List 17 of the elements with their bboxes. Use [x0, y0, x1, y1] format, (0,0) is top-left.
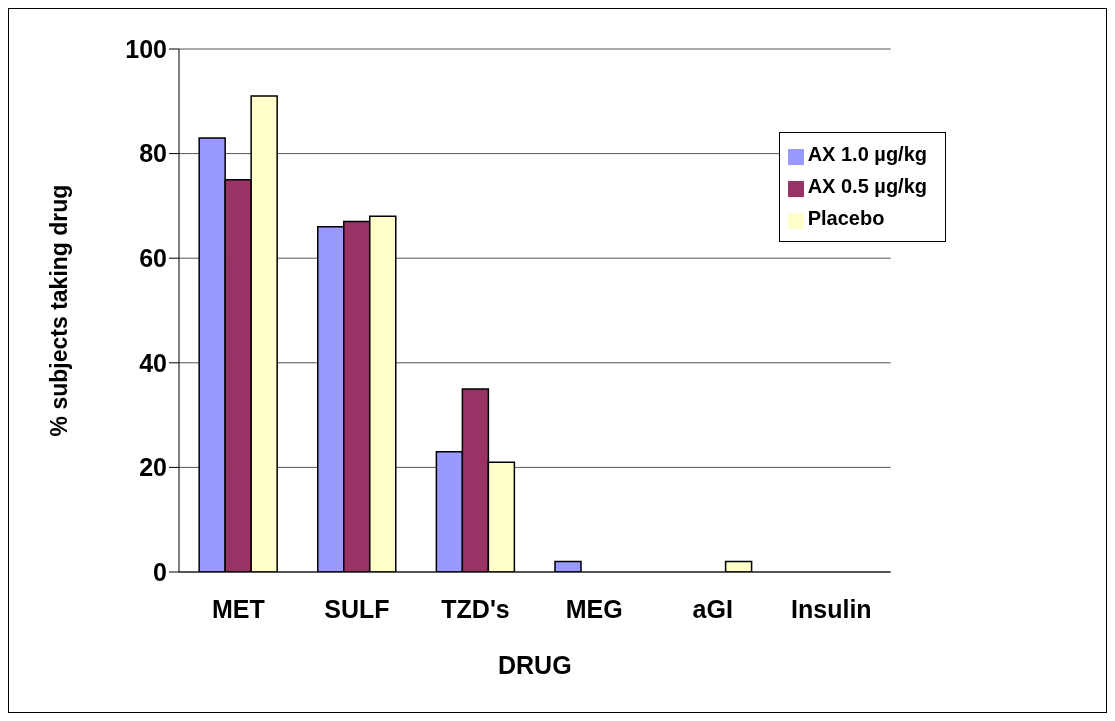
- x-tick-label: aGI: [692, 594, 733, 623]
- y-tick-label: 20: [139, 453, 167, 482]
- x-tick-label: Insulin: [791, 594, 872, 623]
- y-axis-title: % subjects taking drug: [46, 184, 73, 437]
- x-tick-label: MEG: [565, 594, 623, 623]
- legend-label: AX 0.5 µg/kg: [807, 175, 927, 197]
- y-tick-label: 0: [153, 557, 167, 586]
- y-tick-label: 100: [125, 34, 167, 63]
- x-tick-label: TZD's: [441, 594, 510, 623]
- y-tick-label: 60: [139, 244, 167, 273]
- legend-label: AX 1.0 µg/kg: [807, 143, 927, 165]
- x-axis-title: DRUG: [498, 651, 572, 679]
- legend-label: Placebo: [807, 207, 885, 229]
- x-tick-label: SULF: [324, 594, 390, 623]
- y-tick-label: 40: [139, 348, 167, 377]
- x-tick-label: MET: [211, 594, 265, 623]
- y-tick-label: 80: [139, 139, 167, 168]
